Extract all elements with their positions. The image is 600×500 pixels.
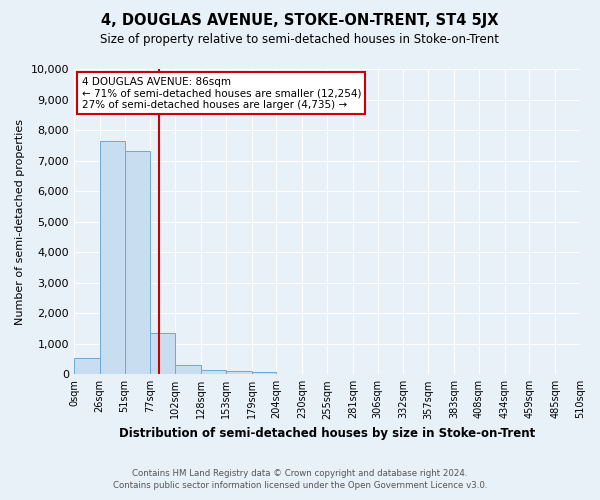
Text: 4, DOUGLAS AVENUE, STOKE-ON-TRENT, ST4 5JX: 4, DOUGLAS AVENUE, STOKE-ON-TRENT, ST4 5… [101,12,499,28]
Bar [175,365,201,374]
Text: Size of property relative to semi-detached houses in Stoke-on-Trent: Size of property relative to semi-detach… [101,32,499,46]
Text: 4 DOUGLAS AVENUE: 86sqm
← 71% of semi-detached houses are smaller (12,254)
27% o: 4 DOUGLAS AVENUE: 86sqm ← 71% of semi-de… [82,76,361,110]
Bar [201,370,226,374]
Bar [151,333,175,374]
X-axis label: Distribution of semi-detached houses by size in Stoke-on-Trent: Distribution of semi-detached houses by … [119,427,535,440]
Bar [226,372,251,374]
Bar [74,358,100,374]
Bar [251,372,277,374]
Y-axis label: Number of semi-detached properties: Number of semi-detached properties [15,118,25,324]
Bar [125,152,151,374]
Text: Contains HM Land Registry data © Crown copyright and database right 2024.: Contains HM Land Registry data © Crown c… [132,468,468,477]
Text: Contains public sector information licensed under the Open Government Licence v3: Contains public sector information licen… [113,481,487,490]
Bar [100,140,125,374]
